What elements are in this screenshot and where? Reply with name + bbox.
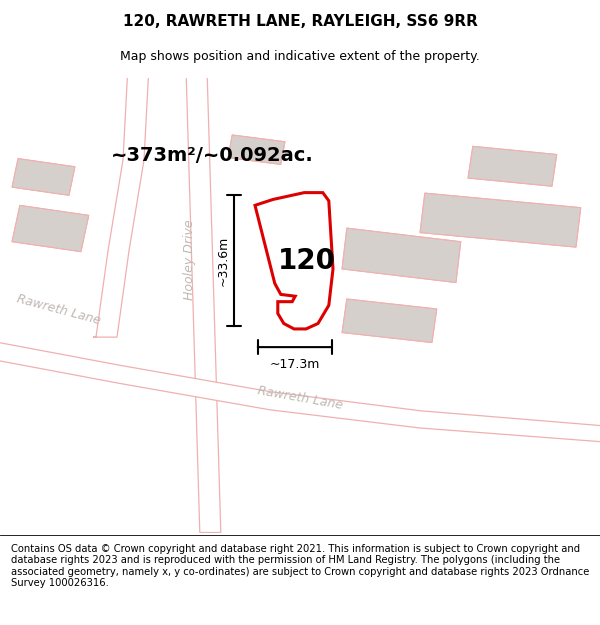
Text: 120, RAWRETH LANE, RAYLEIGH, SS6 9RR: 120, RAWRETH LANE, RAYLEIGH, SS6 9RR [122,14,478,29]
Polygon shape [255,192,333,329]
Polygon shape [0,337,600,444]
Text: Hooley Drive: Hooley Drive [182,219,196,300]
Polygon shape [228,135,285,164]
Polygon shape [468,146,557,186]
Text: 120: 120 [277,248,335,275]
Polygon shape [93,69,149,337]
Polygon shape [186,69,221,532]
Polygon shape [420,193,581,247]
Text: ~17.3m: ~17.3m [270,359,320,371]
Polygon shape [12,159,75,196]
Text: Map shows position and indicative extent of the property.: Map shows position and indicative extent… [120,50,480,62]
Polygon shape [342,228,461,282]
Text: Rawreth Lane: Rawreth Lane [256,384,344,412]
Text: Rawreth Lane: Rawreth Lane [16,292,102,328]
Text: Contains OS data © Crown copyright and database right 2021. This information is : Contains OS data © Crown copyright and d… [11,544,589,588]
Text: ~33.6m: ~33.6m [217,236,230,286]
Polygon shape [12,206,89,252]
Text: ~373m²/~0.092ac.: ~373m²/~0.092ac. [111,146,314,165]
Polygon shape [342,299,437,343]
